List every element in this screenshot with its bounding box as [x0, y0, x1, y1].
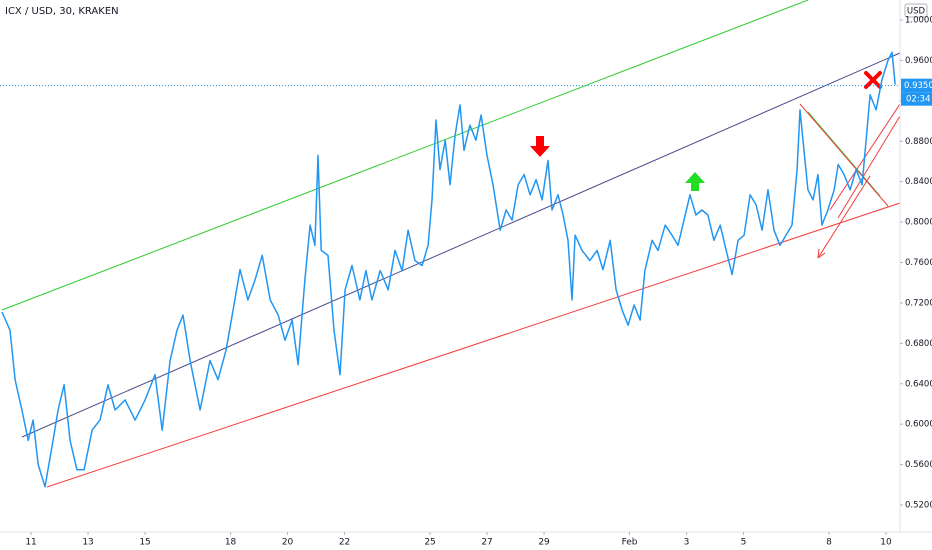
x-tick-label: 22 [339, 538, 350, 548]
wedge-line [799, 103, 889, 207]
cross-marker [864, 71, 882, 89]
x-tick-label: 5 [741, 538, 747, 548]
x-tick-label: 29 [538, 538, 550, 548]
x-tick-label: 27 [481, 538, 492, 548]
y-tick-label: 0.9600 [905, 56, 932, 66]
arrow-head [817, 248, 826, 259]
x-tick-label: 11 [25, 538, 36, 548]
price-line [1, 51, 896, 488]
x-tick-label: 25 [424, 538, 435, 548]
price-badge-label: 0.9350 [904, 81, 932, 91]
y-tick-label: 0.5200 [905, 501, 932, 511]
y-tick-label: 0.5600 [905, 460, 932, 470]
x-tick-label: 20 [282, 538, 294, 548]
x-tick-label: 3 [684, 538, 690, 548]
y-tick-label: 0.6800 [905, 339, 932, 349]
down-arrow [530, 136, 550, 157]
y-tick-label: 0.8000 [905, 218, 932, 228]
y-tick-label: 0.6400 [905, 379, 932, 389]
wedge-line [807, 111, 881, 197]
price-badge [901, 78, 932, 93]
x-tick-label: 15 [139, 538, 150, 548]
x-tick-label: 18 [225, 538, 237, 548]
countdown-badge [901, 92, 932, 106]
chart-title: ICX / USD, 30, KRAKEN [5, 6, 119, 17]
y-tick-label: 0.8800 [905, 137, 932, 147]
y-tick-label: 1.0000 [905, 16, 932, 26]
currency-box [904, 3, 928, 18]
upper-channel-line [1, 0, 809, 311]
x-tick-label: Feb [622, 538, 638, 548]
countdown-label: 02:34 [906, 95, 931, 105]
y-tick-label: 0.7600 [905, 258, 932, 268]
lower-channel-line [46, 202, 901, 488]
y-tick-label: 0.7200 [905, 298, 932, 308]
y-tick-label: 0.6000 [905, 420, 932, 430]
currency-label: USD [907, 7, 926, 17]
y-tick-label: 0.8400 [905, 177, 932, 187]
up-arrow [685, 172, 705, 191]
wedge-line [837, 115, 901, 219]
x-tick-label: 13 [82, 538, 93, 548]
arrow-line [817, 175, 871, 259]
x-tick-label: 10 [880, 538, 892, 548]
x-tick-label: 8 [826, 538, 832, 548]
